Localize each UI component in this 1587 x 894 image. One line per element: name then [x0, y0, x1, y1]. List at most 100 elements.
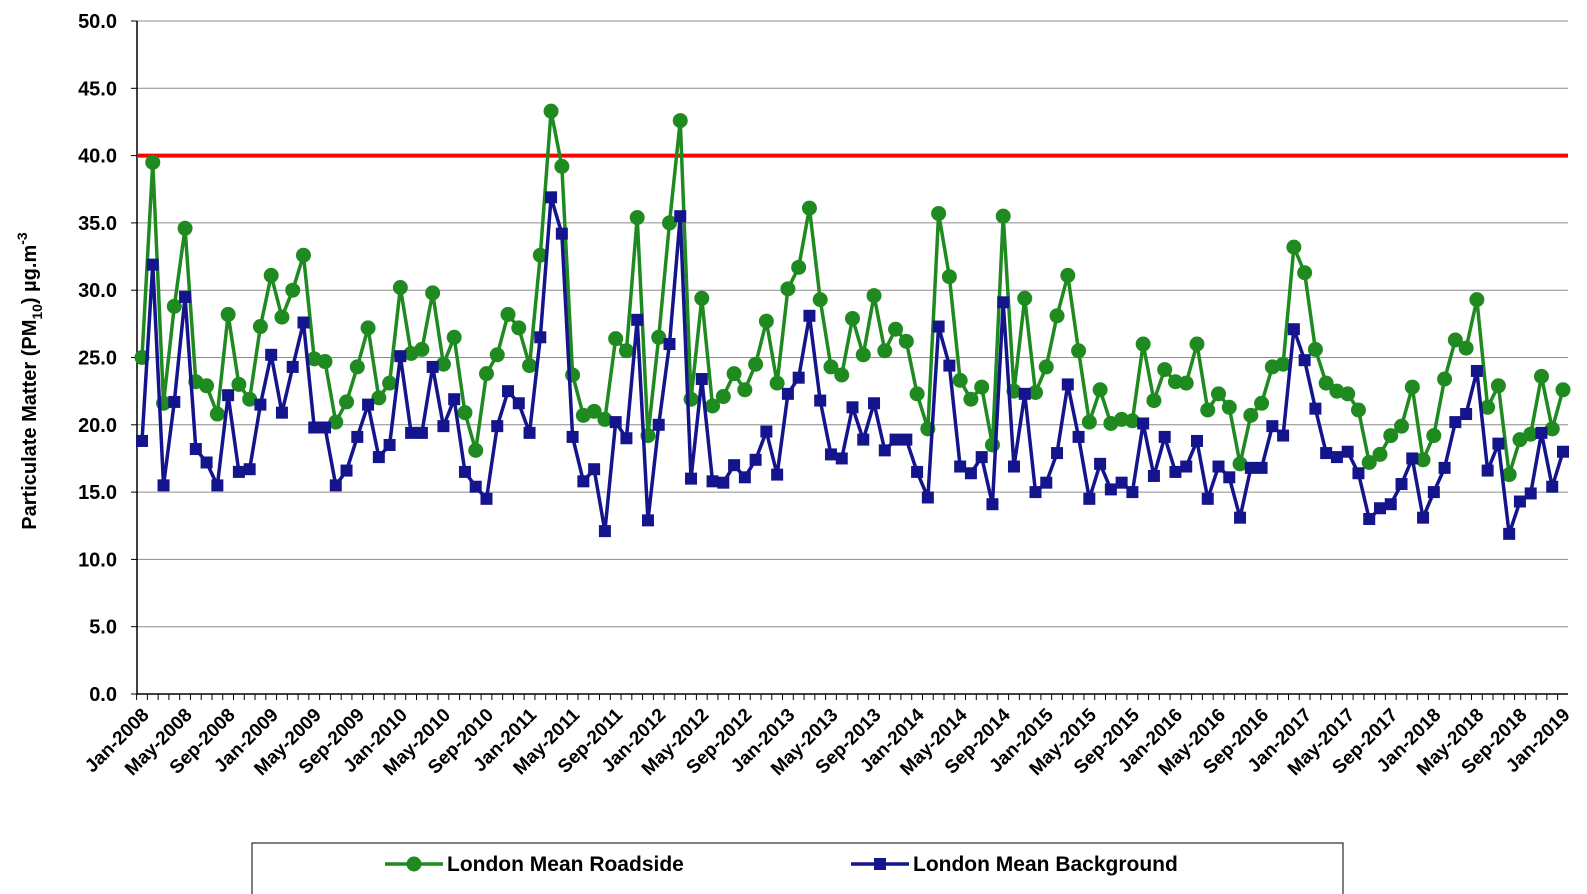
- marker: [491, 420, 504, 433]
- marker: [1524, 487, 1537, 500]
- marker: [855, 347, 871, 363]
- marker: [275, 406, 288, 419]
- marker: [898, 333, 914, 349]
- marker: [652, 418, 665, 431]
- marker: [392, 280, 408, 296]
- marker: [771, 468, 784, 481]
- y-tick-label: 0.0: [89, 684, 117, 706]
- marker: [769, 375, 785, 391]
- marker: [1040, 476, 1053, 489]
- marker: [1395, 478, 1408, 491]
- marker: [728, 459, 741, 472]
- marker: [868, 397, 881, 410]
- marker: [243, 463, 256, 476]
- marker: [469, 480, 482, 493]
- marker: [545, 191, 558, 204]
- marker: [319, 421, 332, 434]
- marker: [715, 389, 731, 405]
- marker: [457, 405, 473, 421]
- marker: [1178, 375, 1194, 391]
- marker: [629, 210, 645, 226]
- marker: [199, 378, 215, 394]
- marker: [1384, 498, 1397, 511]
- marker: [748, 356, 764, 372]
- marker: [1232, 456, 1248, 472]
- y-tick-label: 15.0: [78, 482, 117, 504]
- marker: [362, 398, 375, 411]
- marker: [1061, 378, 1074, 391]
- marker: [1447, 332, 1463, 348]
- marker: [1535, 426, 1548, 439]
- marker: [286, 360, 299, 373]
- y-label-text: ) µg.m: [19, 245, 41, 304]
- marker: [554, 158, 570, 174]
- marker: [1394, 418, 1410, 434]
- marker: [1318, 375, 1334, 391]
- marker: [1049, 308, 1065, 324]
- marker: [209, 406, 225, 422]
- marker: [1137, 417, 1150, 430]
- marker: [1287, 323, 1300, 336]
- marker: [803, 309, 816, 322]
- marker: [586, 403, 602, 419]
- marker: [620, 432, 633, 445]
- marker: [512, 397, 525, 410]
- marker: [1503, 527, 1516, 540]
- marker: [1513, 495, 1526, 508]
- marker: [661, 215, 677, 231]
- marker: [328, 414, 344, 430]
- marker: [480, 492, 493, 505]
- marker: [415, 426, 428, 439]
- marker: [448, 393, 461, 406]
- marker: [631, 313, 644, 326]
- marker: [349, 359, 365, 375]
- marker: [1072, 430, 1085, 443]
- marker: [1297, 265, 1313, 281]
- marker: [405, 426, 418, 439]
- marker: [641, 514, 654, 527]
- marker: [351, 430, 364, 443]
- marker: [1307, 341, 1323, 357]
- marker: [1092, 382, 1108, 398]
- marker: [1200, 402, 1216, 418]
- marker: [1017, 290, 1033, 306]
- marker: [200, 456, 213, 469]
- marker: [329, 479, 342, 492]
- marker: [382, 375, 398, 391]
- marker: [846, 401, 859, 414]
- marker: [1135, 336, 1151, 352]
- marker: [1254, 395, 1270, 411]
- marker: [1018, 387, 1031, 400]
- marker: [1211, 386, 1227, 402]
- marker: [618, 343, 634, 359]
- marker: [597, 411, 613, 427]
- marker: [1158, 430, 1171, 443]
- marker: [812, 292, 828, 308]
- marker: [685, 472, 698, 485]
- marker: [1051, 447, 1064, 460]
- marker: [1350, 402, 1366, 418]
- marker: [1373, 502, 1386, 515]
- marker: [220, 306, 236, 322]
- marker: [136, 434, 148, 447]
- marker: [1341, 445, 1354, 458]
- marker: [383, 438, 396, 451]
- marker: [1028, 384, 1044, 400]
- marker: [1340, 386, 1356, 402]
- marker: [1223, 471, 1236, 484]
- marker: [231, 376, 247, 392]
- marker: [791, 259, 807, 275]
- marker: [877, 343, 893, 359]
- marker: [1523, 426, 1539, 442]
- marker: [168, 395, 181, 408]
- marker: [672, 113, 688, 129]
- marker: [254, 398, 267, 411]
- y-tick-label: 5.0: [89, 617, 117, 639]
- marker: [823, 359, 839, 375]
- marker: [177, 220, 193, 236]
- marker: [931, 205, 947, 221]
- marker: [1190, 434, 1203, 447]
- marker: [394, 350, 407, 363]
- marker: [717, 476, 730, 489]
- marker: [889, 433, 902, 446]
